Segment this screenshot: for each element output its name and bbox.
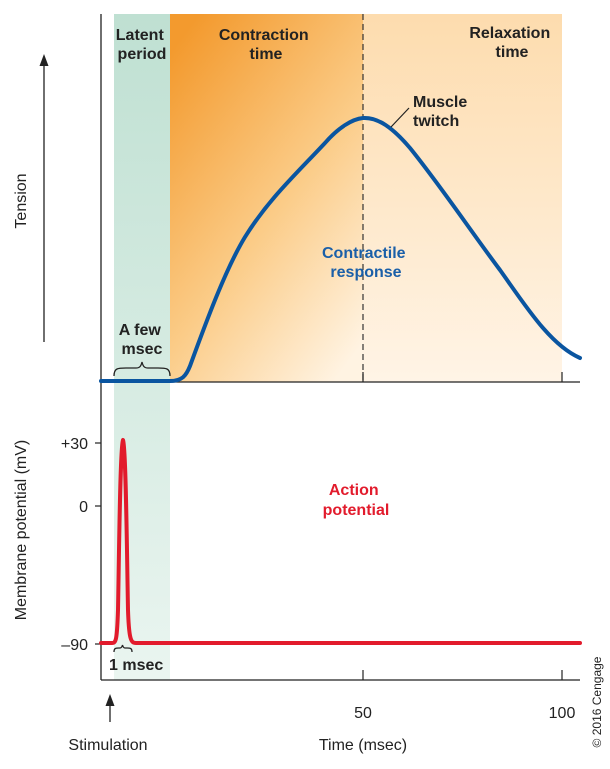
muscle-twitch-curve: [99, 115, 582, 383]
relaxation-time-label: Relaxation time: [469, 25, 554, 61]
contraction-time-label: Contraction time: [219, 27, 313, 63]
stimulation-label: Stimulation: [68, 737, 147, 754]
muscle-twitch-label: Muscle twitch: [413, 94, 472, 130]
tension-axis-label: Tension: [13, 173, 30, 228]
muscle-twitch-pointer: [390, 107, 410, 128]
relaxation-time-region: [363, 14, 562, 382]
stimulation-arrow-head: [105, 694, 115, 706]
y-tick-label-minus90: –90: [61, 637, 88, 654]
action-potential-curve: [99, 438, 582, 645]
action-potential-label: Action potential: [323, 482, 390, 519]
tension-arrow-head: [39, 54, 49, 66]
one-msec-brace: [113, 644, 133, 653]
contractile-response-label: Contractile response: [322, 245, 410, 281]
copyright-text: © 2016 Cengage: [590, 656, 604, 747]
latent-period-region: [114, 14, 170, 680]
latent-period-label: Latent period: [116, 27, 168, 63]
x-tick-label-100: 100: [549, 705, 576, 722]
few-msec-label: A few msec: [119, 322, 166, 358]
x-tick-label-50: 50: [354, 705, 372, 722]
y-tick-label-plus30: +30: [61, 436, 88, 453]
membrane-potential-axis-label: Membrane potential (mV): [13, 440, 30, 621]
one-msec-label: 1 msec: [109, 657, 163, 674]
y-tick-label-zero: 0: [79, 499, 88, 516]
contraction-time-region: [170, 14, 363, 382]
few-msec-brace: [113, 361, 171, 377]
time-axis-label: Time (msec): [319, 737, 407, 754]
